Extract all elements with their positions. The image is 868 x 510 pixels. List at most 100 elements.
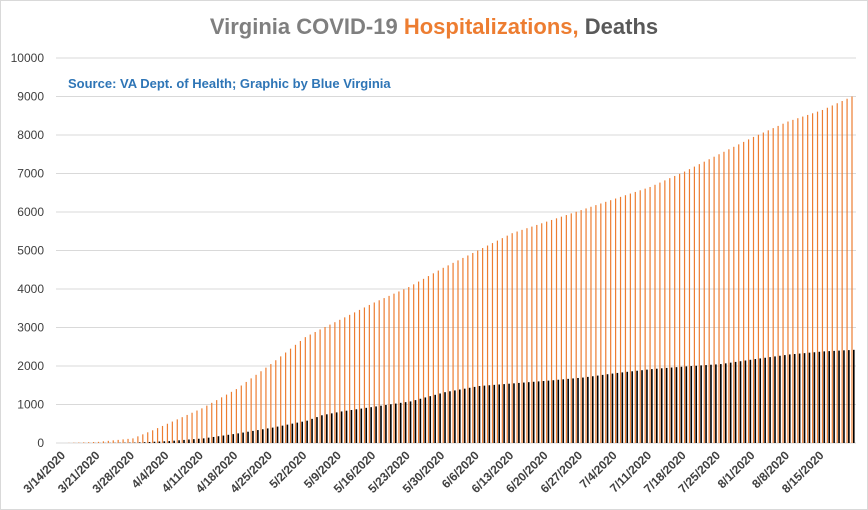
- hospitalizations-bar: [457, 260, 459, 443]
- hospitalizations-bar: [161, 425, 164, 443]
- deaths-bar: [631, 371, 633, 443]
- hospitalizations-bar: [171, 421, 173, 443]
- hospitalizations-bar: [669, 178, 671, 443]
- hospitalizations-bar: [664, 180, 666, 444]
- deaths-bar: [252, 430, 254, 443]
- deaths-bar: [188, 439, 190, 443]
- deaths-bar: [286, 424, 289, 443]
- deaths-bar: [390, 404, 392, 443]
- hospitalizations-bar: [624, 195, 627, 443]
- deaths-bar: [340, 411, 343, 443]
- deaths-bar: [720, 364, 722, 443]
- hospitalizations-bar: [324, 326, 326, 443]
- deaths-bar: [375, 406, 377, 443]
- hospitalizations-bar: [600, 203, 602, 443]
- deaths-bar: [493, 384, 496, 443]
- deaths-bar: [380, 405, 382, 443]
- deaths-bar: [818, 351, 821, 443]
- deaths-bar: [207, 437, 210, 443]
- hospitalizations-bar: [816, 111, 819, 444]
- hospitalizations-bar: [826, 107, 828, 443]
- hospitalizations-bar: [792, 119, 794, 443]
- deaths-bar: [257, 430, 259, 443]
- deaths-bar: [547, 380, 550, 443]
- deaths-bar: [335, 412, 338, 443]
- deaths-bar: [739, 361, 742, 443]
- hospitalizations-bar: [787, 121, 789, 444]
- hospitalizations-bar: [679, 173, 681, 443]
- deaths-bar: [542, 381, 545, 443]
- hospitalizations-bar: [767, 130, 769, 444]
- deaths-bar: [552, 380, 555, 443]
- hospitalizations-bar: [280, 356, 282, 443]
- deaths-bar: [557, 379, 560, 443]
- hospitalizations-bar: [294, 344, 297, 443]
- deaths-bar: [754, 359, 757, 443]
- hospitalizations-bar: [802, 116, 804, 443]
- hospitalizations-bar: [812, 113, 814, 443]
- deaths-bar: [848, 350, 850, 443]
- hospitalizations-bar: [521, 229, 523, 443]
- deaths-bar: [518, 382, 520, 443]
- hospitalizations-bar: [437, 270, 439, 443]
- deaths-bar: [454, 390, 456, 443]
- deaths-bar: [262, 429, 264, 443]
- deaths-bar: [345, 410, 348, 443]
- deaths-bar: [424, 397, 427, 443]
- hospitalizations-bar: [772, 128, 774, 443]
- hospitalizations-bar: [432, 273, 434, 443]
- deaths-bar: [316, 417, 318, 443]
- deaths-bar: [247, 431, 249, 443]
- hospitalizations-bar: [127, 438, 129, 443]
- hospitalizations-bar: [186, 414, 188, 443]
- hospitalizations-bar: [309, 334, 311, 443]
- hospitalizations-bar: [560, 216, 563, 443]
- hospitalizations-bar: [491, 243, 494, 443]
- hospitalizations-bar: [747, 139, 750, 443]
- hospitalizations-bar: [418, 281, 420, 443]
- deaths-bar: [616, 372, 619, 443]
- deaths-bar: [444, 392, 446, 443]
- hospitalizations-bar: [97, 441, 100, 443]
- deaths-bar: [513, 383, 515, 443]
- hospitalizations-bar: [615, 198, 617, 443]
- deaths-bar: [266, 428, 269, 443]
- deaths-bar: [828, 351, 830, 443]
- hospitalizations-bar: [112, 440, 114, 443]
- y-tick-label: 0: [37, 436, 44, 450]
- deaths-bar: [271, 427, 274, 443]
- deaths-bar: [537, 381, 540, 443]
- deaths-bar: [419, 398, 422, 443]
- deaths-bar: [459, 389, 461, 443]
- y-tick-label: 10000: [11, 51, 45, 65]
- hospitalizations-bar: [265, 367, 267, 443]
- hospitalizations-bar: [250, 378, 252, 443]
- hospitalizations-bar: [132, 438, 134, 443]
- deaths-bar: [148, 441, 151, 443]
- hospitalizations-bar: [142, 434, 144, 443]
- deaths-bar: [636, 370, 638, 443]
- hospitalizations-bar: [349, 314, 351, 443]
- hospitalizations-bar: [649, 186, 651, 443]
- hospitalizations-bar: [166, 423, 169, 443]
- deaths-bar: [183, 439, 185, 443]
- deaths-bar: [641, 370, 643, 443]
- hospitalizations-bar: [122, 439, 124, 443]
- deaths-bar: [685, 366, 688, 443]
- deaths-bar: [439, 393, 441, 443]
- hospitalizations-bar: [644, 188, 646, 443]
- hospitalizations-bar: [797, 118, 799, 444]
- deaths-bar: [532, 381, 535, 443]
- hospitalizations-bar: [408, 287, 410, 443]
- deaths-bar: [601, 374, 604, 443]
- hospitalizations-bar: [427, 276, 430, 443]
- deaths-bar: [212, 436, 215, 443]
- hospitalizations-bar: [255, 374, 257, 443]
- deaths-bar: [695, 365, 697, 443]
- deaths-bar: [729, 362, 732, 443]
- hospitalizations-bar: [831, 105, 833, 444]
- deaths-bar: [611, 373, 614, 443]
- deaths-bar: [798, 353, 801, 443]
- hospitalizations-bar: [413, 284, 415, 443]
